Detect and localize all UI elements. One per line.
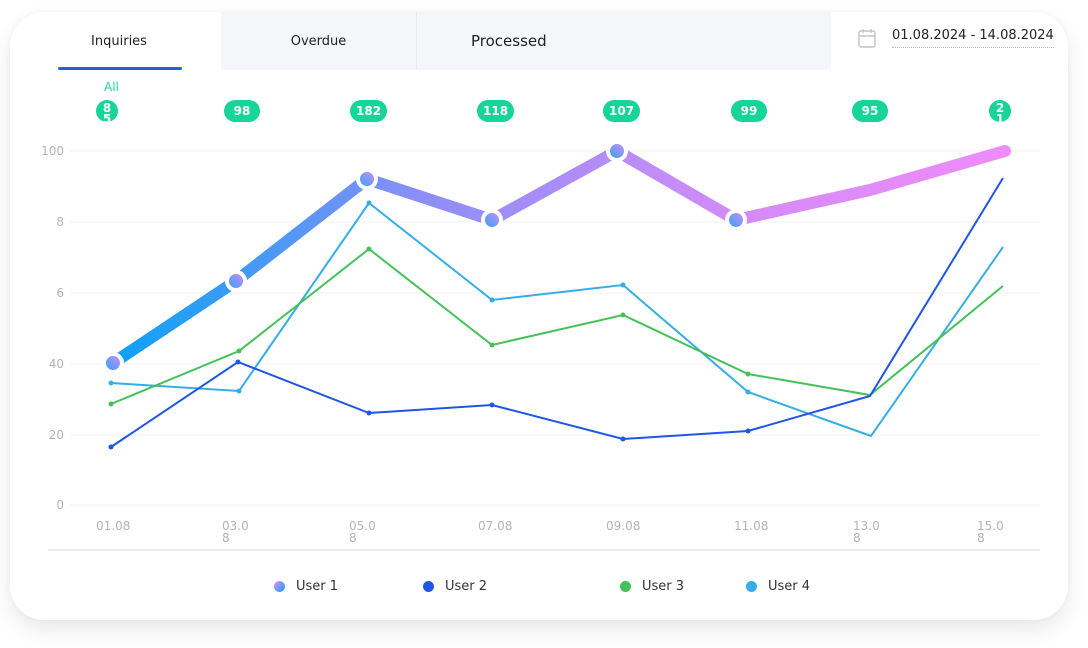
legend-label: User 1 <box>296 579 339 594</box>
tab-inquiries[interactable]: Inquiries <box>56 12 182 70</box>
tab-overdue[interactable]: Overdue <box>221 12 416 70</box>
x-tick-label: 01.08 <box>96 519 131 533</box>
x-tick-label: 09.08 <box>606 519 641 533</box>
calendar-icon <box>858 29 876 48</box>
legend-label: User 3 <box>642 579 685 594</box>
y-tick-label: 100 <box>41 144 64 158</box>
filter-all-label[interactable]: All <box>104 80 119 94</box>
tab-inquiries-label: Inquiries <box>91 33 147 49</box>
legend-item-user2[interactable]: User 2 <box>423 579 487 594</box>
x-tick-label: 11.08 <box>734 519 769 533</box>
series-user3 <box>108 246 1004 407</box>
x-tick-label: 03.08 <box>222 519 249 545</box>
tab-divider <box>416 12 417 70</box>
legend-item-user1[interactable]: User 1 <box>274 579 338 594</box>
y-tick-label: 0 <box>56 498 64 512</box>
legend-dot-icon <box>746 581 757 592</box>
legend-dot-icon <box>620 581 631 592</box>
count-badge: 95 <box>852 100 888 122</box>
y-tick-label: 20 <box>48 428 64 442</box>
tab-processed[interactable]: Processed <box>417 12 831 70</box>
count-badge: 99 <box>731 100 767 122</box>
legend-label: User 4 <box>768 579 811 594</box>
y-tick-label: 40 <box>48 357 64 371</box>
tab-processed-label: Processed <box>471 32 547 50</box>
x-tick-label: 05.08 <box>349 519 376 545</box>
legend-dot-icon <box>423 581 434 592</box>
count-badge: 216 <box>989 100 1011 122</box>
gridlines <box>70 150 1040 506</box>
legend-dot-icon <box>274 581 285 592</box>
legend-item-user4[interactable]: User 4 <box>746 579 810 594</box>
x-tick-label: 07.08 <box>478 519 513 533</box>
y-tick-label: 6 <box>56 286 64 300</box>
count-badge: 85 <box>96 100 118 122</box>
count-badge: 118 <box>477 100 515 122</box>
x-tick-label: 15.08 <box>977 519 1004 545</box>
series-user2 <box>108 177 1004 450</box>
active-tab-indicator <box>58 67 182 70</box>
date-range-picker[interactable]: 01.08.2024 - 14.08.2024 <box>858 28 1054 48</box>
count-badge: 98 <box>224 100 260 122</box>
count-badge: 107 <box>603 100 641 122</box>
date-range-value: 01.08.2024 - 14.08.2024 <box>892 28 1054 48</box>
count-badge: 182 <box>350 100 388 122</box>
x-tick-label: 13.08 <box>853 519 880 545</box>
legend-item-user3[interactable]: User 3 <box>620 579 684 594</box>
legend-label: User 2 <box>445 579 488 594</box>
tab-overdue-label: Overdue <box>290 33 347 49</box>
series-user4 <box>108 200 1004 438</box>
y-tick-label: 8 <box>56 215 64 229</box>
series-user1 <box>102 140 1011 374</box>
